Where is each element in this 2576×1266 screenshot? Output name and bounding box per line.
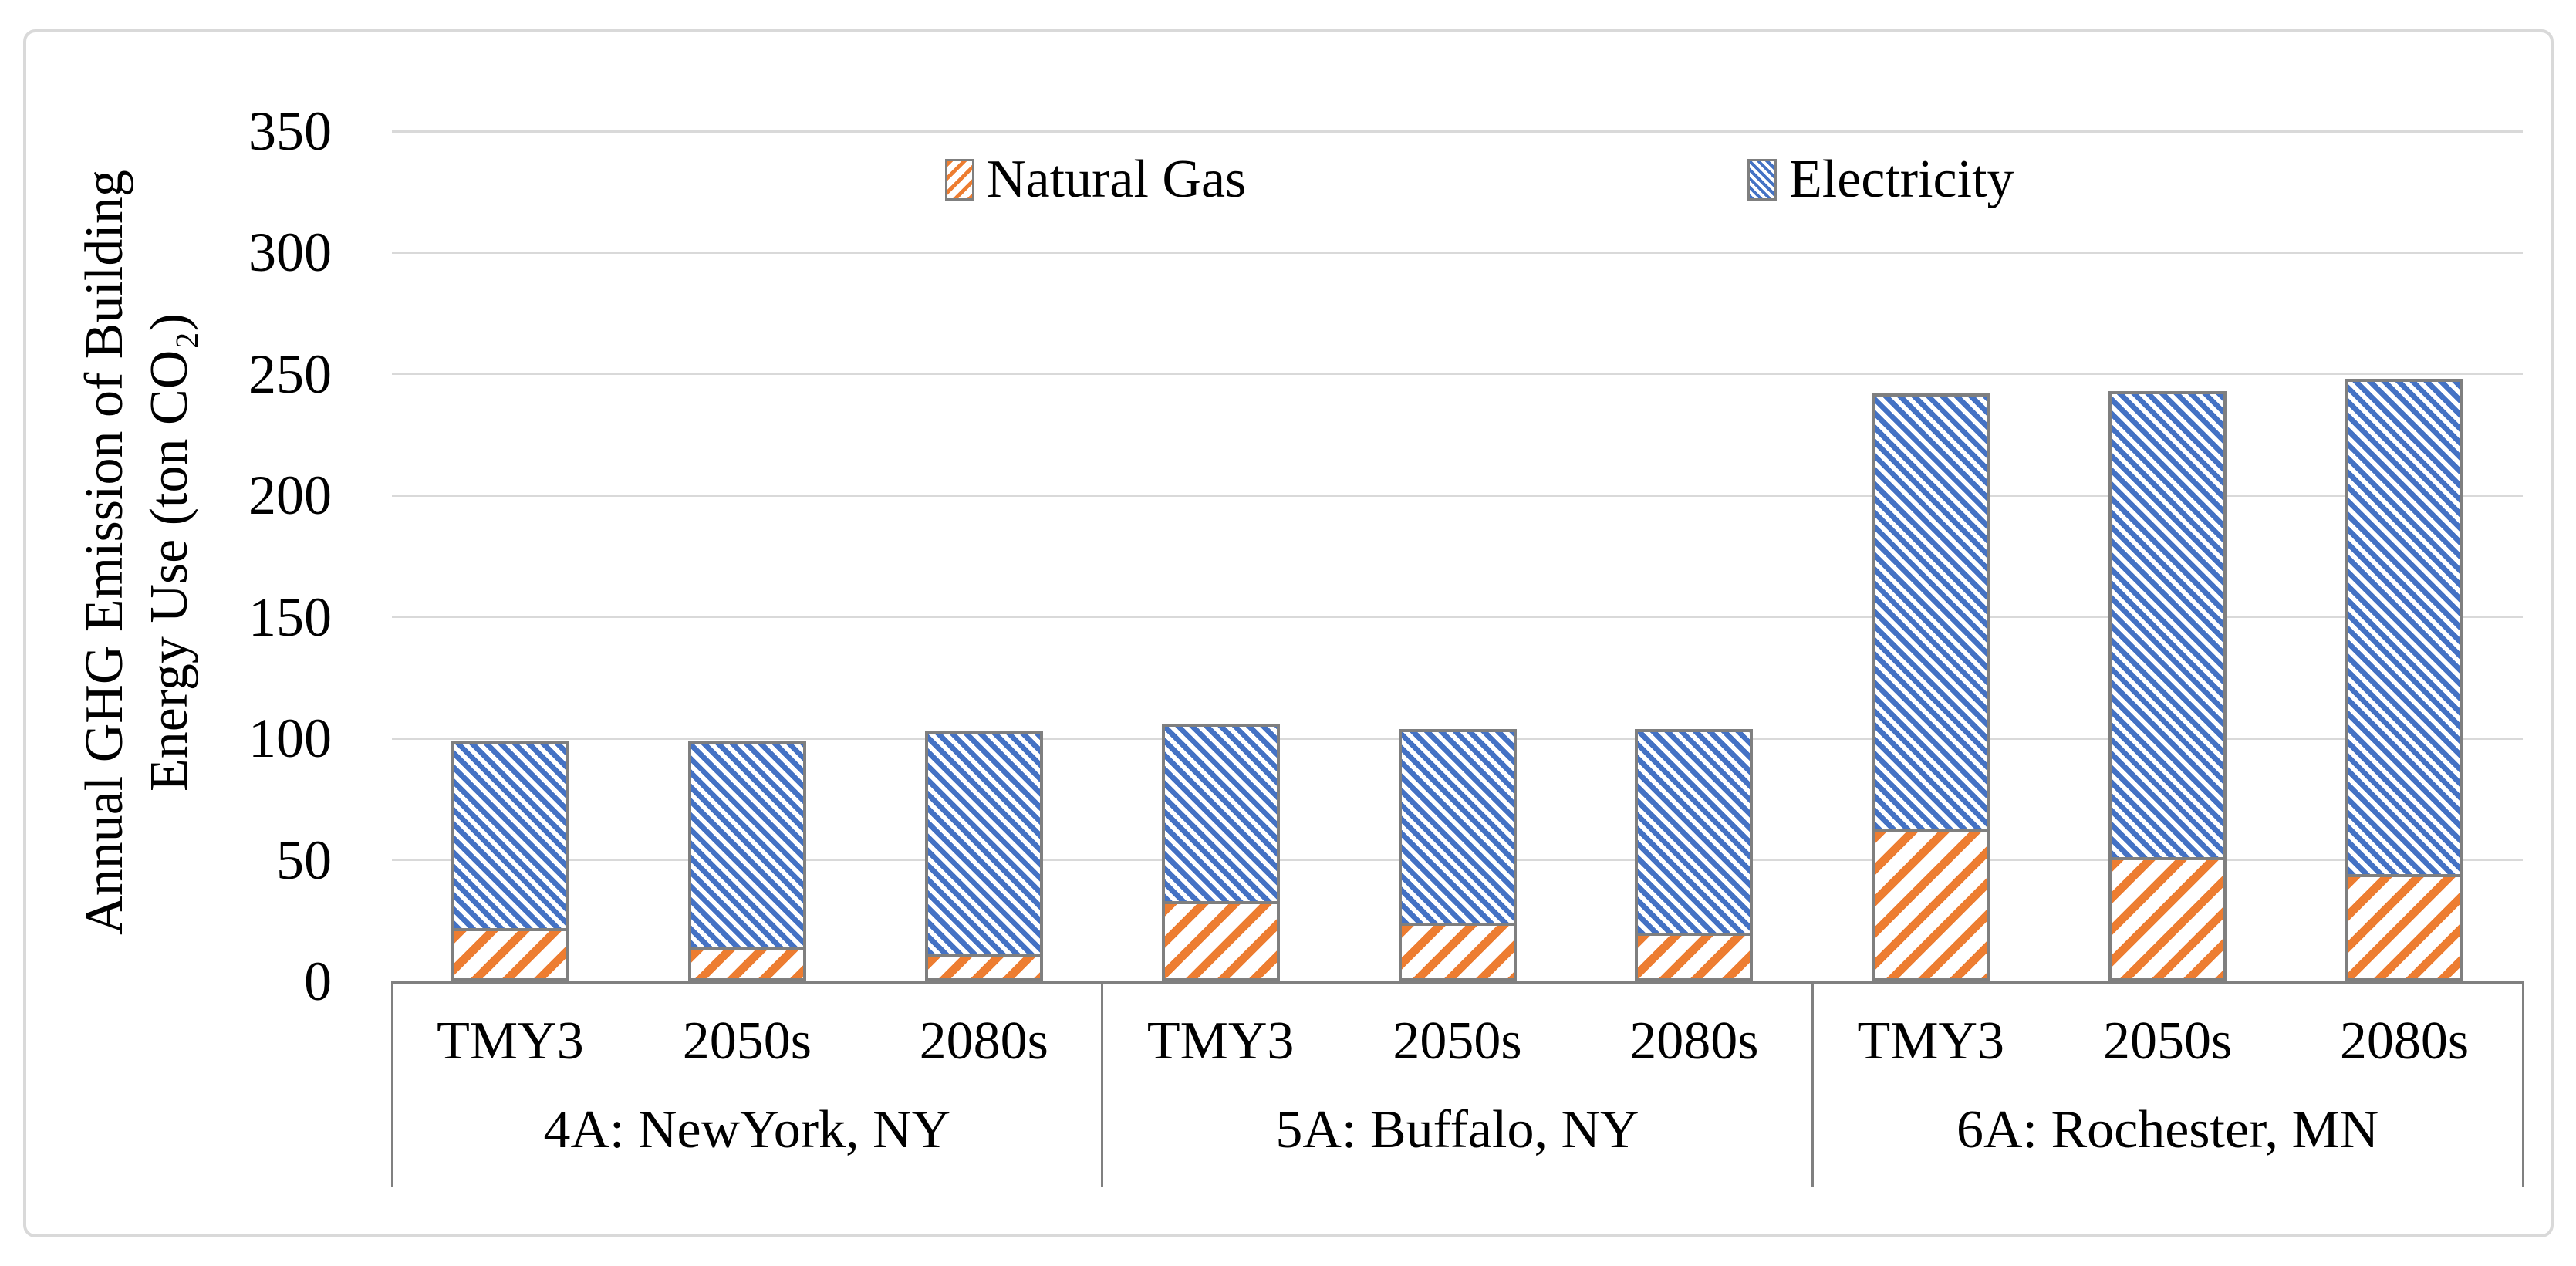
- bar-7: [1872, 393, 1990, 981]
- electricity-segment: [1398, 728, 1517, 923]
- x-tick-label-5A-2050s: 2050s: [1393, 1011, 1522, 1071]
- gridline-300: [392, 251, 2523, 254]
- electricity-segment: [2345, 379, 2464, 875]
- natural-gas-swatch-icon: [945, 159, 974, 201]
- x-tick-label-4A-2080s: 2080s: [919, 1011, 1048, 1071]
- electricity-segment: [1872, 393, 1990, 829]
- y-tick-label-350: 350: [248, 100, 332, 162]
- y-tick-label-150: 150: [248, 586, 332, 648]
- y-tick-label-300: 300: [248, 221, 332, 284]
- bar-1: [451, 741, 569, 981]
- legend-entry-natural-gas: Natural Gas: [945, 150, 1247, 209]
- y-axis-title-line1: Annual GHG Emission of Building: [75, 170, 134, 935]
- x-tick-label-6A-2050s: 2050s: [2103, 1011, 2233, 1071]
- bar-9: [2345, 379, 2464, 981]
- legend-entry-electricity: Electricity: [1747, 150, 2014, 209]
- natural-gas-segment: [1635, 933, 1754, 981]
- x-tick-label-5A-TMY3: TMY3: [1146, 1011, 1295, 1071]
- legend-label-electricity: Electricity: [1789, 150, 2014, 209]
- gridline-200: [392, 494, 2523, 497]
- bar-3: [924, 731, 1043, 981]
- electricity-segment: [1635, 728, 1754, 933]
- electricity-swatch-icon: [1747, 159, 1777, 201]
- bar-4: [1161, 724, 1280, 981]
- x-tick-label-4A-TMY3: TMY3: [437, 1011, 584, 1071]
- natural-gas-segment: [2345, 874, 2464, 981]
- x-axis-line: [392, 981, 2523, 984]
- electricity-segment: [1161, 724, 1280, 902]
- y-tick-label-50: 50: [276, 829, 332, 891]
- y-tick-label-0: 0: [304, 950, 332, 1012]
- category-separator-3: [2521, 981, 2524, 1187]
- electricity-segment: [451, 741, 569, 928]
- y-axis-title-line2: Energy Use (ton CO₂): [140, 313, 199, 792]
- natural-gas-segment: [924, 954, 1043, 981]
- y-tick-label-200: 200: [248, 464, 332, 527]
- group-label-4A: 4A: NewYork, NY: [543, 1100, 951, 1160]
- group-label-5A: 5A: Buffalo, NY: [1275, 1100, 1639, 1160]
- x-tick-label-6A-2080s: 2080s: [2339, 1011, 2470, 1071]
- category-separator-0: [390, 981, 393, 1187]
- bar-5: [1398, 728, 1517, 981]
- gridline-150: [392, 616, 2523, 619]
- plot-area: [392, 130, 2523, 981]
- bar-6: [1635, 728, 1754, 981]
- natural-gas-segment: [2108, 857, 2227, 981]
- natural-gas-segment: [1872, 828, 1990, 981]
- x-tick-label-6A-TMY3: TMY3: [1857, 1011, 2005, 1071]
- gridline-350: [392, 130, 2523, 133]
- y-axis-title: Annual GHG Emission of Building Energy U…: [73, 12, 202, 1092]
- legend-label-natural-gas: Natural Gas: [987, 150, 1247, 209]
- y-tick-label-100: 100: [248, 707, 332, 770]
- category-separator-2: [1811, 981, 1814, 1187]
- bar-2: [687, 741, 806, 981]
- bar-8: [2108, 390, 2227, 981]
- electricity-segment: [924, 731, 1043, 955]
- natural-gas-segment: [1398, 923, 1517, 981]
- electricity-segment: [2108, 390, 2227, 858]
- natural-gas-segment: [451, 927, 569, 981]
- electricity-segment: [687, 741, 806, 947]
- natural-gas-segment: [1161, 901, 1280, 981]
- group-label-6A: 6A: Rochester, MN: [1956, 1100, 2379, 1160]
- category-separator-1: [1101, 981, 1104, 1187]
- natural-gas-segment: [687, 947, 806, 981]
- y-tick-label-250: 250: [248, 343, 332, 405]
- x-tick-label-4A-2050s: 2050s: [682, 1011, 812, 1071]
- x-tick-label-5A-2080s: 2080s: [1629, 1011, 1759, 1071]
- gridline-250: [392, 373, 2523, 376]
